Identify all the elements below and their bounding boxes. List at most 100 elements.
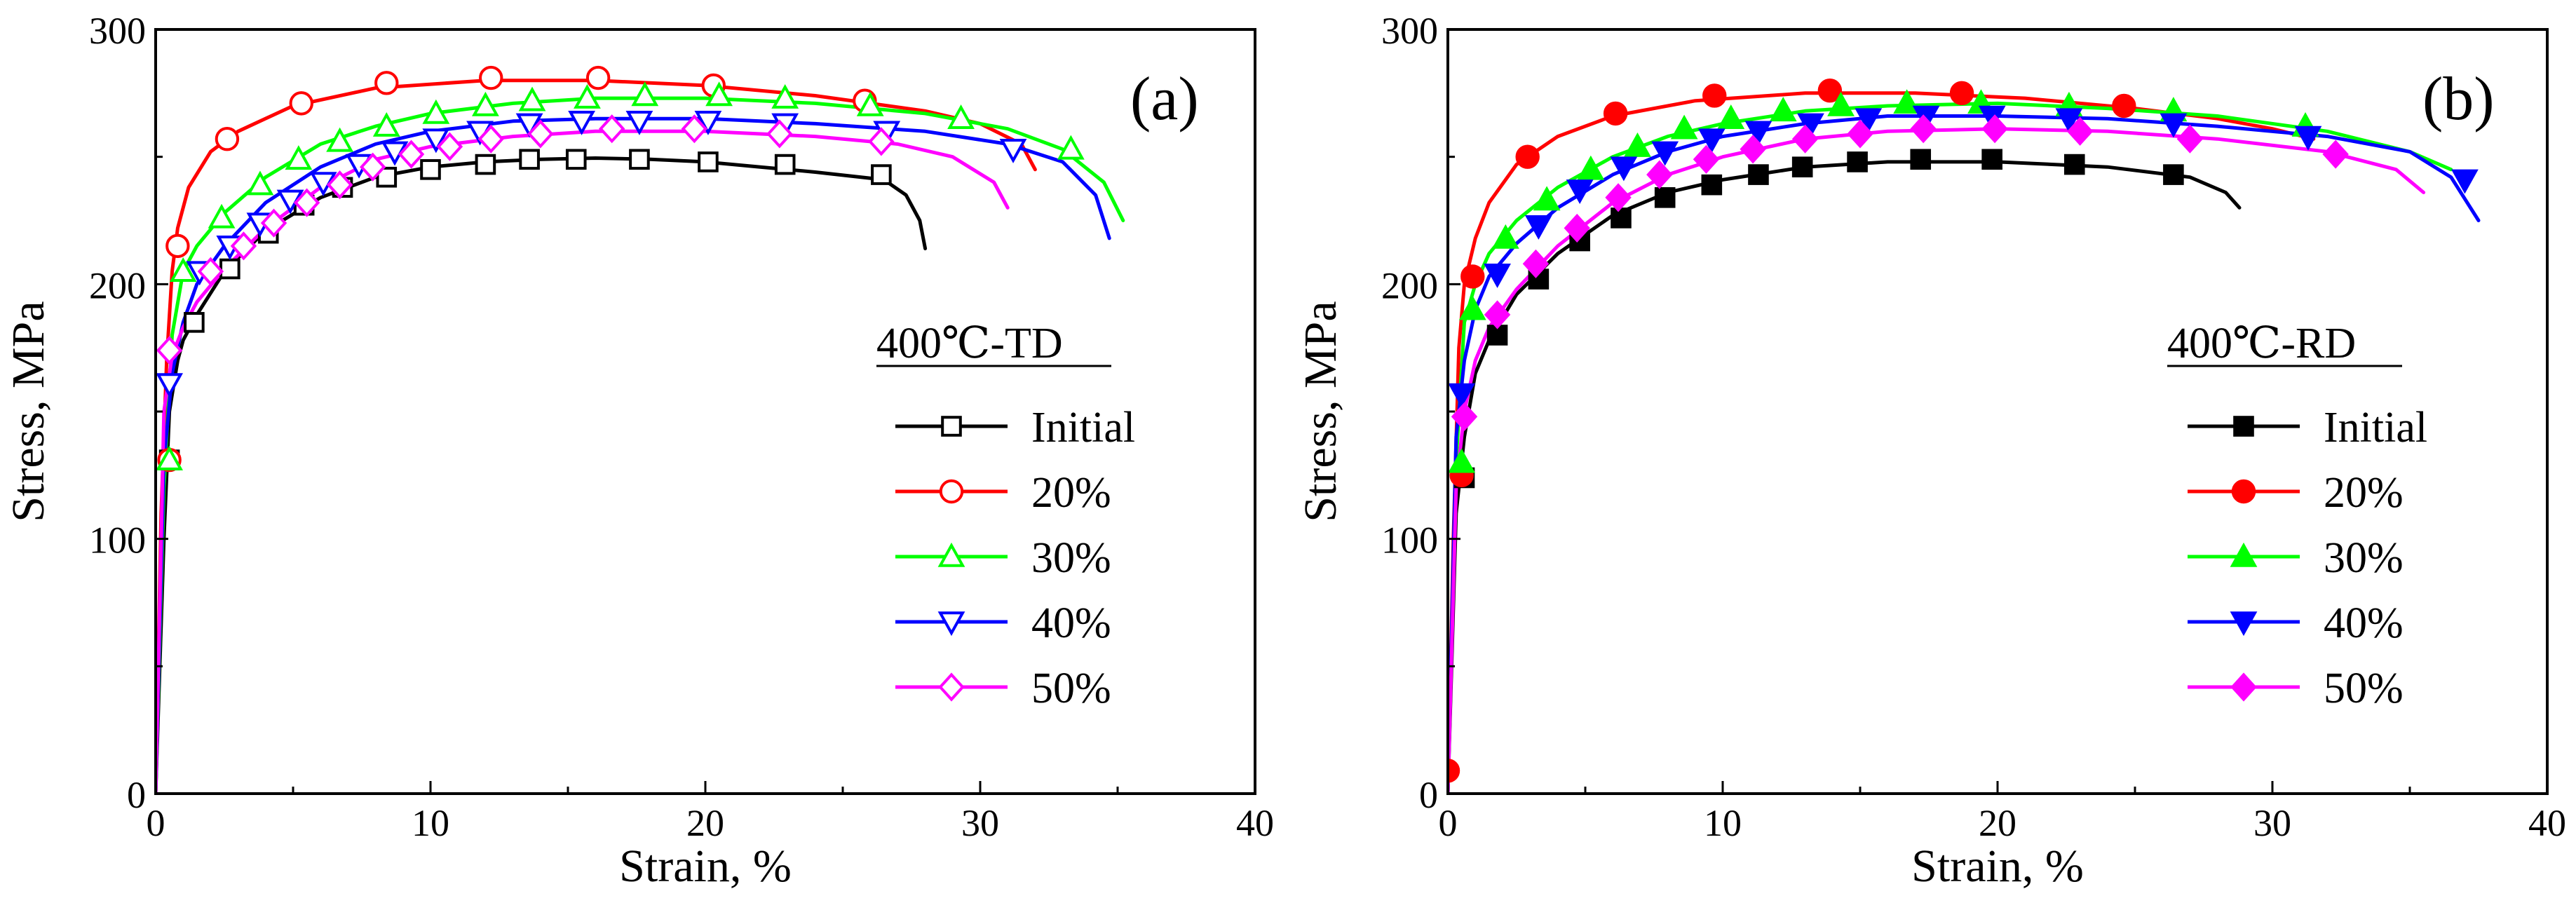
data-point-1-1-8 (2112, 93, 2136, 118)
data-point-1-2-10 (1893, 89, 1921, 114)
data-point-0-0-8 (475, 154, 496, 175)
x-tick-label: 20 (1979, 802, 2016, 844)
x-tick-label: 30 (2253, 802, 2291, 844)
data-point-0-2-12 (705, 81, 733, 107)
x-tick-label: 0 (147, 802, 165, 844)
data-point-1-4-2 (1522, 249, 1550, 278)
legend-label-1-1: 20% (2324, 469, 2404, 517)
data-point-1-4-4 (1605, 183, 1632, 212)
data-point-0-0-13 (774, 154, 796, 175)
data-point-1-3-11 (1978, 105, 2006, 130)
data-point-0-3-8 (422, 128, 450, 154)
data-point-1-3-14 (2294, 125, 2322, 151)
data-point-0-0-11 (629, 149, 650, 170)
series-line-1-4 (1448, 127, 2426, 794)
data-point-1-3-5 (1651, 141, 1679, 166)
data-point-0-4-0 (156, 336, 183, 365)
data-point-0-2-15 (947, 104, 975, 129)
legend-marker-0-2 (937, 542, 965, 567)
data-point-0-2-4 (285, 145, 313, 170)
data-point-0-1-4 (374, 71, 399, 95)
legend-marker-1-0 (2233, 416, 2254, 437)
x-tick-label: 30 (961, 802, 999, 844)
data-point-1-2-3 (1533, 186, 1561, 211)
data-point-0-4-13 (766, 119, 793, 149)
data-point-1-0-5 (1654, 187, 1676, 208)
data-point-0-2-3 (246, 170, 274, 196)
legend-label-1-4: 50% (2324, 665, 2404, 712)
data-point-1-3-0 (1448, 383, 1475, 408)
data-point-0-2-7 (422, 99, 450, 124)
data-point-1-3-7 (1744, 121, 1772, 146)
data-point-0-2-10 (574, 83, 601, 109)
data-point-1-3-9 (1855, 108, 1883, 133)
x-tick-label: 10 (412, 802, 449, 844)
legend-marker-1-4 (2230, 672, 2257, 702)
data-point-0-0-6 (376, 166, 398, 188)
data-point-1-4-6 (1693, 144, 1720, 174)
y-tick-label: 100 (1381, 519, 1438, 562)
data-point-0-0-7 (420, 159, 441, 180)
data-point-0-4-9 (477, 124, 504, 154)
data-point-0-4-12 (681, 114, 708, 144)
data-point-0-4-1 (197, 257, 224, 286)
legend-a: 400℃-TD Initial 20% 30% 40% 50% (876, 320, 1135, 712)
data-point-1-3-13 (2160, 113, 2188, 138)
data-point-0-1-1 (165, 233, 190, 259)
data-point-0-3-16 (999, 138, 1027, 163)
data-point-1-0-4 (1611, 208, 1632, 229)
data-point-1-0-7 (1748, 164, 1769, 185)
data-point-0-4-5 (326, 170, 353, 200)
data-point-0-4-11 (599, 114, 625, 144)
data-point-1-2-6 (1670, 114, 1698, 140)
plot-area-b (1448, 79, 2481, 794)
data-point-1-0-6 (1701, 174, 1723, 196)
data-point-0-4-8 (436, 132, 463, 161)
x-axis-label-b: Strain, % (1911, 841, 2084, 892)
data-point-0-2-16 (1057, 135, 1085, 160)
data-point-1-0-11 (1981, 149, 2002, 170)
data-point-1-4-12 (2066, 116, 2094, 146)
y-tick-label: 100 (89, 519, 146, 562)
legend-marker-0-3 (937, 611, 965, 637)
panel-a: 0 10 20 30 40 0 100 200 300 (a) Strain, % Stress… (3, 10, 1274, 892)
y-tick-label: 200 (89, 264, 146, 306)
panel-label-a: (a) (1130, 65, 1199, 133)
data-point-0-2-8 (472, 91, 499, 116)
legend-label-1-3: 40% (2324, 599, 2404, 647)
data-point-1-0-9 (1847, 151, 1868, 172)
data-point-0-2-2 (208, 203, 236, 229)
data-point-1-3-15 (2451, 169, 2479, 194)
data-point-0-4-4 (293, 188, 320, 217)
data-point-0-2-6 (372, 111, 400, 137)
legend-label-0-1: 20% (1031, 469, 1111, 517)
data-point-1-4-3 (1564, 213, 1590, 243)
data-point-1-0-8 (1791, 156, 1813, 177)
data-point-1-3-1 (1484, 264, 1511, 288)
data-point-1-0-13 (2163, 164, 2184, 185)
data-point-1-3-2 (1524, 215, 1552, 240)
y-tick-label: 300 (89, 10, 146, 52)
data-point-1-1-5 (1702, 83, 1727, 108)
data-point-0-2-0 (156, 445, 183, 470)
data-point-0-0-2 (219, 258, 240, 280)
y-tick-label: 300 (1381, 10, 1438, 52)
data-point-0-0-12 (698, 151, 719, 172)
data-point-1-0-1 (1486, 325, 1508, 346)
x-axis-label-a: Strain, % (619, 841, 792, 892)
data-point-0-4-2 (230, 231, 257, 261)
legend-label-0-4: 50% (1031, 665, 1111, 712)
y-tick-label: 0 (127, 774, 146, 816)
data-point-1-2-4 (1577, 155, 1605, 180)
legend-label-1-0: Initial (2324, 404, 2427, 451)
data-point-0-3-0 (156, 373, 183, 398)
data-point-1-4-13 (2176, 124, 2204, 154)
data-point-1-4-1 (1484, 300, 1511, 330)
data-point-1-2-2 (1491, 224, 1519, 249)
data-point-1-4-10 (1910, 114, 1937, 144)
legend-marker-1-3 (2230, 611, 2258, 637)
plot-area-a (156, 65, 1125, 794)
series-line-0-1 (156, 79, 1037, 794)
